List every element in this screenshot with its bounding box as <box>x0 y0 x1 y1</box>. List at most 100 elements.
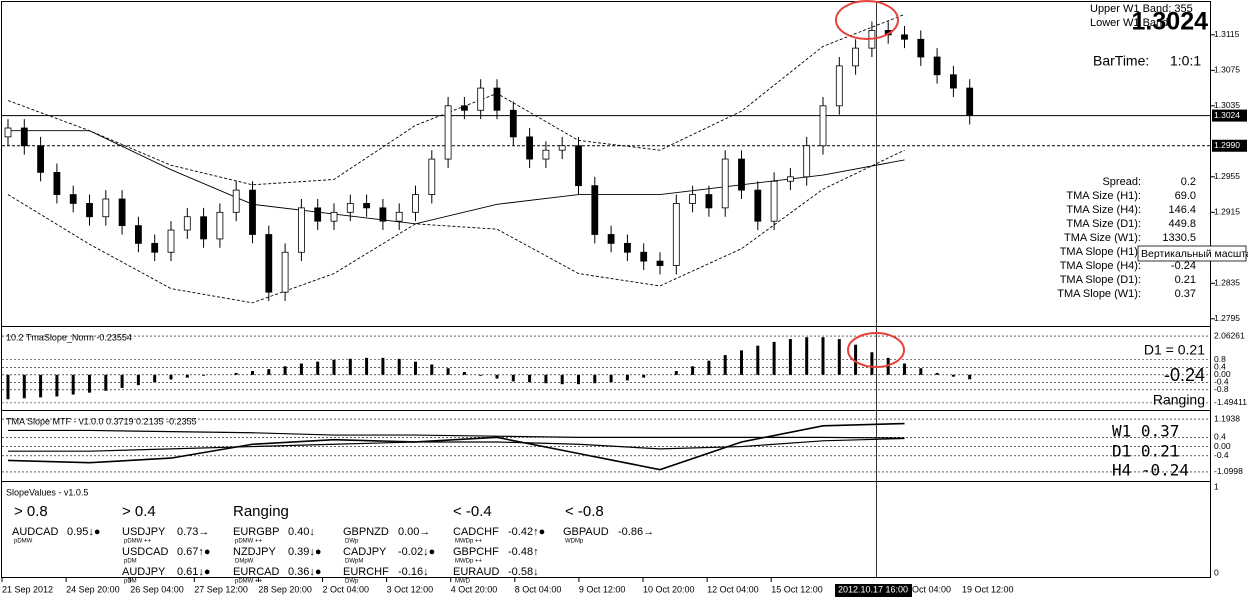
histogram-bar <box>740 350 743 375</box>
candle-body <box>232 189 240 213</box>
histogram-bar <box>185 374 189 378</box>
arrow: → <box>643 526 654 538</box>
y-tick-label: 0.4 <box>1214 432 1226 442</box>
pair: CADCHF <box>453 526 499 538</box>
panel-annotation: Ranging <box>1153 392 1205 408</box>
slope-value: -0.02↓● <box>398 546 435 558</box>
candle-body <box>249 189 256 235</box>
y-tick-label: 0.4 <box>1214 362 1226 372</box>
y-tick-label: 1.2835 <box>1214 278 1240 288</box>
value: 0.39 <box>288 546 309 558</box>
stat-value: 146.4 <box>1168 204 1196 216</box>
slope-value: -0.48↑ <box>508 546 539 558</box>
pair: CADJPY <box>343 546 387 558</box>
arrow: → <box>198 526 209 538</box>
pair: EURAUD <box>453 566 500 578</box>
y-tick-label: -0.8 <box>1214 384 1229 394</box>
slope-header: > 0.4 <box>122 503 156 520</box>
pair: GBPAUD <box>563 526 609 538</box>
candle-body <box>705 194 713 209</box>
candle-body <box>575 145 582 187</box>
price-box <box>1212 109 1247 122</box>
highlight-circle <box>847 332 905 368</box>
pair: AUDCAD <box>12 526 59 538</box>
panel-title: TMA Slope MTF - v1.0.0 0.3719 0.2135 -0.… <box>6 416 197 426</box>
pair-tag: DWp <box>345 579 359 585</box>
histogram-bar <box>577 374 580 385</box>
arrow: ↓● <box>423 546 435 558</box>
stat-label: TMA Size (W1): <box>1064 232 1141 244</box>
candle-body <box>281 251 289 293</box>
histogram-bar <box>430 364 434 375</box>
candle-body <box>53 171 61 195</box>
candle-body <box>412 194 419 213</box>
pair: USDJPY <box>122 526 166 538</box>
pair: EURGBP <box>233 526 279 538</box>
candle-body <box>803 145 811 178</box>
candle-body <box>265 234 273 293</box>
slope-value: 0.95↓● <box>67 526 101 538</box>
slope-value: 0.73→ <box>177 526 209 538</box>
stat-label: TMA Size (D1): <box>1066 218 1141 230</box>
y-tick-label: 1.3115 <box>1214 29 1240 39</box>
histogram-bar <box>870 352 874 375</box>
histogram-bar <box>251 371 254 375</box>
stat-value: 449.8 <box>1168 218 1196 230</box>
stat-value: 1330.5 <box>1162 232 1196 244</box>
stat-value: 69.0 <box>1175 190 1196 202</box>
candle-body <box>444 105 452 160</box>
histogram-bar <box>642 374 646 378</box>
plot-frame <box>1 1 1211 578</box>
histogram-bar <box>691 366 695 375</box>
histogram-bar <box>55 374 59 397</box>
candle-body <box>379 207 387 222</box>
candle-body <box>69 194 77 204</box>
stat-label: TMA Slope (H4): <box>1060 260 1141 272</box>
slope-value: 0.40↓ <box>288 526 315 538</box>
histogram-bar <box>397 358 401 375</box>
candle-body <box>183 216 191 231</box>
value: -0.02 <box>398 546 423 558</box>
x-tick-label: 3 Oct 12:00 <box>387 584 434 594</box>
candle-body <box>216 211 224 240</box>
candle-body <box>591 185 599 235</box>
pair-tag: pDMW <box>14 539 33 545</box>
candle-body <box>363 203 371 209</box>
candle-body <box>950 74 957 89</box>
pair: NZDJPY <box>233 546 276 558</box>
panel-annotation: D1 = 0.21 <box>1144 342 1205 358</box>
highlight-circle <box>835 0 899 40</box>
histogram-bar <box>935 372 939 375</box>
histogram-bar <box>625 374 629 381</box>
histogram-bar <box>821 337 825 375</box>
histogram-bar <box>479 374 483 376</box>
histogram-bar <box>837 339 841 375</box>
candle-body <box>395 211 403 222</box>
histogram-bar <box>71 374 75 395</box>
candle-body <box>4 127 12 138</box>
candle-body <box>509 109 517 138</box>
x-tick-label: 4 Oct 20:00 <box>451 584 498 594</box>
histogram-bar <box>169 374 173 380</box>
content: 1.3115 1.3075 1.3035 1.2955 1.2915 1.2835 1.27… <box>1 14 1248 597</box>
panel-annotation: W1 0.37 <box>1112 422 1179 441</box>
histogram-bar <box>39 374 43 398</box>
candle-body <box>151 242 159 253</box>
histogram-bar <box>707 360 711 375</box>
histogram-bar <box>22 374 26 399</box>
candle-body <box>134 225 142 244</box>
candle-body <box>656 260 664 266</box>
histogram-bar <box>805 337 809 375</box>
pair-tag: pDMW ++ <box>235 539 263 545</box>
histogram-bar <box>462 371 466 375</box>
y-tick-label: -0.4 <box>1214 377 1229 387</box>
pair: USDCAD <box>122 546 169 558</box>
histogram-bar <box>772 341 776 375</box>
histogram-bar <box>234 372 238 375</box>
bar-time: 1:0:1 <box>1170 53 1201 69</box>
pair: GBPCHF <box>453 546 499 558</box>
slope-value: -0.86→ <box>618 526 654 538</box>
stat-label: TMA Slope (W1): <box>1057 288 1141 300</box>
value: 0.95 <box>67 526 88 538</box>
candle-body <box>167 229 175 253</box>
